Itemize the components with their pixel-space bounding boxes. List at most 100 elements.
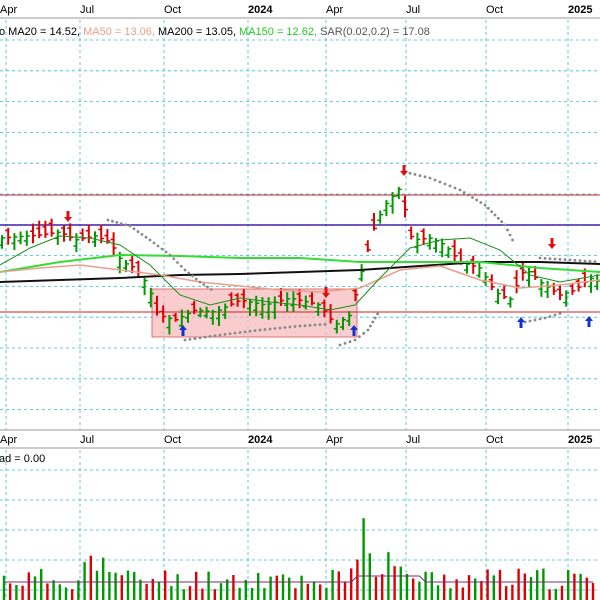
- sar-dot: [194, 277, 198, 281]
- sar-dot: [593, 260, 597, 264]
- volume-bar: [281, 574, 285, 600]
- volume-bar: [337, 571, 340, 600]
- volume-bar: [374, 576, 378, 600]
- sar-dot: [298, 324, 302, 328]
- sar-dot: [475, 198, 479, 202]
- ma150-line: [0, 253, 600, 273]
- volume-bar: [95, 570, 99, 600]
- volume-bar: [536, 570, 539, 600]
- sar-dot: [183, 338, 187, 342]
- volume-bar: [207, 571, 210, 600]
- volume-bar: [250, 587, 254, 600]
- sar-dot: [453, 186, 457, 190]
- sar-dot: [115, 221, 119, 224]
- sar-dot: [238, 331, 242, 334]
- x-tick-label-bottom: Jul: [80, 434, 94, 446]
- volume-bar: [40, 569, 43, 600]
- sar-dot: [357, 335, 361, 339]
- sar-dot: [187, 271, 191, 275]
- x-tick-label-bottom: 2025: [568, 434, 592, 446]
- x-tick-label-top: Oct: [486, 4, 503, 16]
- sar-dot: [578, 259, 582, 263]
- volume-bar: [232, 575, 235, 600]
- sar-dot: [553, 313, 557, 317]
- volume-bar: [21, 585, 24, 600]
- sar-dot: [418, 174, 422, 178]
- volume-bar: [58, 584, 61, 600]
- sar-dot: [493, 213, 497, 217]
- volume-bar: [443, 574, 446, 600]
- sar-dot: [228, 332, 232, 336]
- lower-panel-label: ad = 0.00: [0, 453, 45, 465]
- x-tick-label-bottom: Oct: [486, 434, 503, 446]
- sar-dot: [408, 171, 412, 175]
- sar-dot: [490, 210, 494, 214]
- volume-bar: [83, 562, 86, 600]
- x-tick-label-bottom: Jul: [406, 434, 420, 446]
- volume-bar: [126, 570, 130, 600]
- sar-dot: [258, 328, 262, 332]
- volume-bar: [517, 568, 520, 600]
- volume-bar: [77, 580, 80, 600]
- sar-dot: [233, 331, 237, 335]
- sar-dot: [588, 259, 592, 263]
- sell-arrow: [64, 211, 72, 222]
- volume-bar: [492, 575, 495, 600]
- volume-bar: [312, 581, 316, 600]
- sar-dot: [538, 317, 542, 321]
- sar-dot: [466, 193, 470, 197]
- sar-dot: [293, 325, 297, 328]
- sar-dot: [428, 176, 432, 180]
- volume-bar: [71, 589, 74, 600]
- sar-dot: [144, 235, 148, 239]
- sar-dot: [348, 340, 352, 344]
- x-axis: Apr Apr Jul Jul Oct Oct 2024 2024 Apr Apr Jul Jul Oc…: [0, 4, 592, 446]
- sar-dot: [366, 328, 370, 332]
- volume-bar: [498, 569, 502, 600]
- sar-dot: [376, 312, 379, 316]
- sar-dot: [278, 326, 282, 330]
- volume-bar: [356, 559, 359, 600]
- volume-bar: [474, 578, 477, 600]
- sell-arrow: [400, 165, 408, 176]
- x-tick-label-top: Oct: [164, 4, 181, 16]
- volume-bar: [102, 557, 105, 600]
- volume-bar: [523, 573, 526, 600]
- sar-dot: [243, 330, 247, 334]
- volume-bar: [108, 571, 111, 600]
- volume-bar: [263, 588, 266, 600]
- sar-dot: [263, 328, 267, 331]
- sar-dot: [438, 180, 442, 184]
- sar-dot: [191, 274, 194, 278]
- volume-bar: [362, 518, 365, 600]
- sar-dot: [583, 259, 587, 263]
- volume-bar: [585, 577, 588, 600]
- sar-dot: [433, 178, 437, 182]
- sar-dot: [511, 238, 514, 242]
- grid-lines: [0, 17, 600, 600]
- x-tick-label-bottom: Oct: [164, 434, 181, 446]
- volume-bar: [505, 586, 508, 600]
- x-tick-label-top: Jul: [80, 4, 94, 16]
- volume-bar: [195, 571, 198, 600]
- volume-bar: [33, 576, 37, 600]
- x-tick-label-top: 2024: [248, 4, 273, 16]
- sar-dot: [106, 218, 110, 222]
- volume-bar: [343, 582, 347, 600]
- volume-bars: [2, 518, 595, 600]
- sell-arrow: [548, 238, 556, 249]
- sar-dot: [288, 325, 292, 329]
- volume-bar: [449, 588, 452, 600]
- sar-dot: [371, 320, 375, 324]
- buy-arrow: [350, 325, 358, 336]
- sar-dot: [573, 258, 577, 262]
- legend-entry: MA200 = 13.05,: [158, 26, 239, 38]
- sar-dot: [413, 173, 417, 176]
- volume-bar: [201, 588, 204, 600]
- sar-dot: [479, 201, 483, 204]
- sar-dot: [168, 253, 172, 257]
- volume-bar: [2, 575, 6, 600]
- volume-bar: [405, 573, 409, 600]
- sar-dot: [164, 250, 168, 254]
- sar-dot: [193, 337, 197, 340]
